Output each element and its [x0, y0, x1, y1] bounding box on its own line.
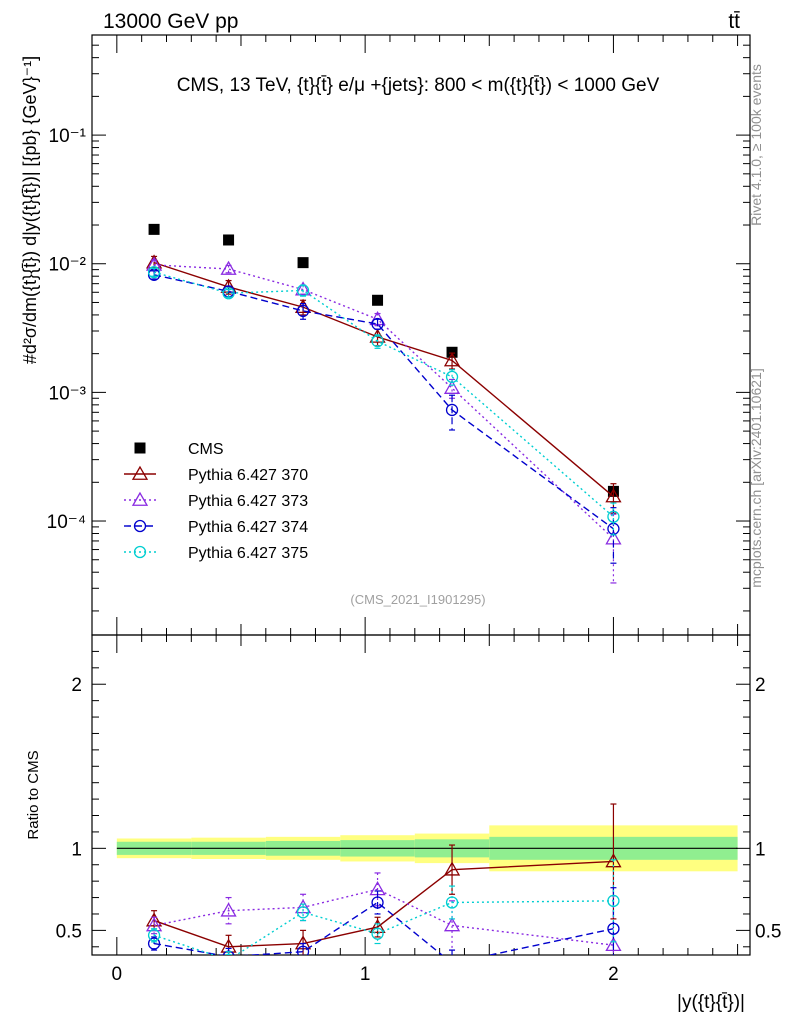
- main-y-axis-label: #d²σ/dm({t}{t̄}) d|y({t}{t̄})| [{pb} {Ge…: [20, 56, 40, 364]
- final-state-label: tt̄: [728, 10, 740, 33]
- ratio-x-tick-label: 0: [112, 964, 123, 985]
- ratio-y-tick-label-right: 2: [755, 675, 766, 696]
- ratio-x-tick-label: 1: [360, 964, 371, 985]
- legend-marker: [134, 442, 146, 454]
- legend-label: CMS: [188, 441, 224, 458]
- main-data-point: [443, 379, 461, 394]
- ratio-data-point: [371, 896, 384, 909]
- mcplots-source-label: mcplots.cern.ch [arXiv:2401.10621]: [748, 368, 764, 587]
- main-data-point: [223, 234, 235, 246]
- ratio-data-point: [224, 953, 233, 955]
- legend-label: Pythia 6.427 370: [188, 467, 308, 484]
- main-series-pythia-6-427-375: [147, 266, 620, 536]
- ratio-series-line: [153, 860, 614, 948]
- main-data-point: [371, 317, 384, 331]
- main-series-line: [153, 261, 614, 498]
- legend-label: Pythia 6.427 375: [188, 545, 308, 562]
- ratio-data-point: [371, 927, 384, 940]
- legend-entry-pythia-6-427-370: Pythia 6.427 370: [124, 465, 308, 484]
- ratio-data-point: [147, 929, 161, 942]
- legend-marker: [131, 491, 149, 506]
- main-data-point: [372, 294, 384, 306]
- ratio-data-point: [605, 936, 622, 952]
- ratio-data-point: [147, 937, 161, 950]
- main-data-point: [607, 510, 620, 523]
- main-data-point: [296, 284, 310, 297]
- ratio-y-tick-label: 2: [71, 675, 82, 696]
- ratio-data-point: [220, 902, 237, 917]
- x-axis-label: |y({t}{t̄})|: [677, 992, 745, 1013]
- main-data-point: [445, 370, 459, 384]
- rivet-version-label: Rivet 4.1.0, ≥ 100k events: [748, 64, 764, 226]
- ratio-y-axis-label: Ratio to CMS: [25, 750, 42, 839]
- main-y-tick-label: 10⁻³: [49, 383, 87, 404]
- legend: CMS Pythia 6.427 370 Pythia 6.427 373 Pythi…: [124, 441, 308, 562]
- ratio-panel-frame: [91, 634, 751, 956]
- ratio-data-point: [607, 922, 620, 935]
- process-label: 13000 GeV pp: [103, 10, 238, 33]
- ratio-data-point: [445, 896, 459, 909]
- main-y-tick-label: 10⁻¹: [49, 126, 87, 147]
- main-data-point: [220, 260, 237, 275]
- legend-marker: [133, 545, 147, 559]
- ratio-data-point: [447, 958, 458, 969]
- ratio-y-tick-label: 1: [71, 839, 82, 860]
- ratio-y-tick-label-right: 1: [755, 839, 766, 860]
- ratio-data-point: [607, 894, 620, 907]
- ratio-x-tick-label: 2: [608, 964, 619, 985]
- legend-entry-pythia-6-427-375: Pythia 6.427 375: [124, 545, 308, 562]
- main-data-point: [443, 352, 461, 367]
- main-data-point: [294, 281, 312, 296]
- ratio-axes: 0 1 2 0.5 0.5 1 1 2 2: [56, 635, 781, 985]
- ratio-series: [145, 803, 622, 969]
- ratio-data-point: [296, 906, 310, 919]
- main-data-point: [222, 287, 235, 300]
- legend-label: Pythia 6.427 374: [188, 519, 308, 536]
- main-y-tick-label: 10⁻⁴: [47, 512, 86, 533]
- ratio-data-point: [296, 945, 310, 955]
- ratio-data-point: [443, 917, 461, 932]
- main-data-point: [371, 335, 384, 348]
- ratio-uncertainty-bands: [116, 825, 738, 872]
- ratio-y-tick-label-right: 0.5: [755, 921, 781, 942]
- ratio-data-point: [145, 912, 163, 927]
- ratio-data-point: [443, 861, 461, 876]
- main-y-tick-label: 10⁻²: [49, 255, 87, 276]
- main-data-point: [445, 403, 459, 417]
- main-series-line: [154, 264, 614, 540]
- main-data-point: [148, 223, 160, 235]
- main-data-point: [147, 266, 161, 279]
- main-series-line: [153, 271, 614, 518]
- legend-entry-cms: CMS: [134, 441, 224, 458]
- analysis-watermark: (CMS_2021_I1901295): [350, 592, 485, 607]
- legend-entry-pythia-6-427-374: Pythia 6.427 374: [124, 519, 308, 536]
- legend-marker: [131, 465, 149, 480]
- ratio-y-tick-label: 0.5: [56, 921, 82, 942]
- ratio-series-pythia-6-427-375: [147, 859, 620, 955]
- main-title: CMS, 13 TeV, {t}{t̄} e/μ +{jets}: 800 < …: [177, 75, 660, 96]
- main-data-point: [296, 304, 310, 318]
- legend-label: Pythia 6.427 373: [188, 493, 308, 510]
- ratio-series-pythia-6-427-373: [145, 872, 622, 955]
- main-data-point: [297, 257, 309, 269]
- ratio-series-line: [153, 888, 614, 946]
- ratio-data-point: [369, 918, 386, 934]
- main-data-point: [369, 328, 386, 343]
- main-data-point: [605, 488, 622, 503]
- main-axes: 10⁻¹ 10⁻² 10⁻³ 10⁻⁴: [47, 35, 750, 635]
- ratio-series-line: [153, 900, 614, 955]
- main-series-line: [153, 274, 614, 530]
- legend-marker: [133, 519, 147, 533]
- legend-entry-pythia-6-427-373: Pythia 6.427 373: [124, 491, 308, 510]
- main-series: [145, 223, 622, 584]
